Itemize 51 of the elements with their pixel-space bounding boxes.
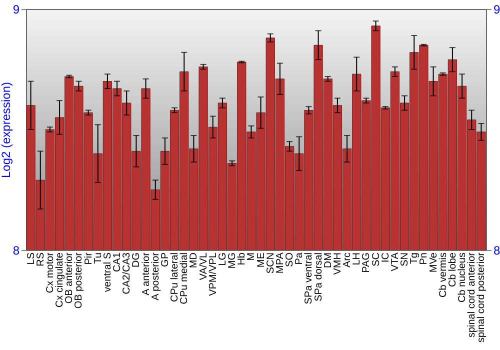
x-tick-label: MD	[188, 252, 200, 268]
x-tick-label: Arc	[342, 252, 354, 268]
x-tick-label: SO	[284, 252, 296, 267]
x-tick-label: Tg	[409, 252, 420, 264]
x-tick-label: MPA	[274, 252, 286, 274]
x-tick-label: A posterior	[150, 252, 162, 300]
x-tick-label: LH	[352, 252, 363, 266]
x-tick-label: GP	[160, 252, 171, 267]
x-tick-label: MVe	[428, 252, 440, 273]
x-tick-label: SPa dorsal	[313, 252, 324, 302]
x-tick-label: OB posterior	[74, 252, 85, 309]
x-tick-label: PAG	[361, 252, 372, 273]
x-tick-label: Cx motor	[44, 252, 56, 294]
x-tick-label: SPa ventral	[304, 252, 315, 304]
x-tick-label: SCN	[265, 252, 276, 274]
y2-tick-label: 9	[494, 2, 500, 16]
x-tick-label: ventral S	[102, 252, 114, 292]
x-tick-label: OB anterior	[64, 252, 76, 304]
x-tick-label: Cb lobe	[447, 252, 458, 287]
x-tick-label: ME	[256, 252, 267, 268]
y2-tick-label: 8	[494, 244, 500, 258]
x-tick-label: DG	[131, 252, 142, 268]
x-tick-label: Pa	[294, 252, 306, 265]
x-tick-label: DM	[322, 252, 334, 268]
x-tick-label: VMH	[332, 252, 344, 275]
x-tick-label: SC	[370, 252, 382, 266]
x-tick-label: SN	[400, 252, 411, 266]
x-tick-label: CA1	[112, 252, 124, 272]
x-tick-label: A anterior	[140, 252, 152, 296]
x-tick-label: RS	[35, 252, 46, 266]
x-tick-label: Cb vermis	[438, 252, 449, 298]
x-tick-label: spinal cord anterior	[466, 252, 478, 338]
x-tick-label: Pn	[418, 252, 430, 265]
x-tick-label: Cx cingulate	[54, 252, 66, 308]
x-tick-label: MG	[227, 252, 238, 269]
x-tick-label: CPu lateral	[170, 252, 181, 302]
x-tick-label: LG	[217, 252, 228, 266]
x-tick-label: VPM/VPL	[208, 252, 219, 296]
x-tick-label: Cb nucleus	[457, 252, 468, 303]
x-tick-label: Pir	[83, 252, 94, 265]
x-tick-label: CA2/CA3	[122, 252, 133, 294]
x-tick-label: LS	[26, 252, 37, 265]
x-tick-label: Tu	[92, 252, 104, 264]
x-tick-label: IC	[380, 252, 392, 262]
x-tick-label: CPu medial	[179, 252, 190, 304]
x-tick-label: Hb	[236, 252, 248, 266]
x-tick-label: M	[246, 252, 258, 261]
x-tick-label: VA/VL	[198, 252, 210, 280]
x-tick-label: spinal cord posterior	[476, 252, 488, 343]
x-tick-label: VTA	[390, 252, 401, 272]
y-axis-title: Log2 (expression)	[0, 82, 13, 178]
